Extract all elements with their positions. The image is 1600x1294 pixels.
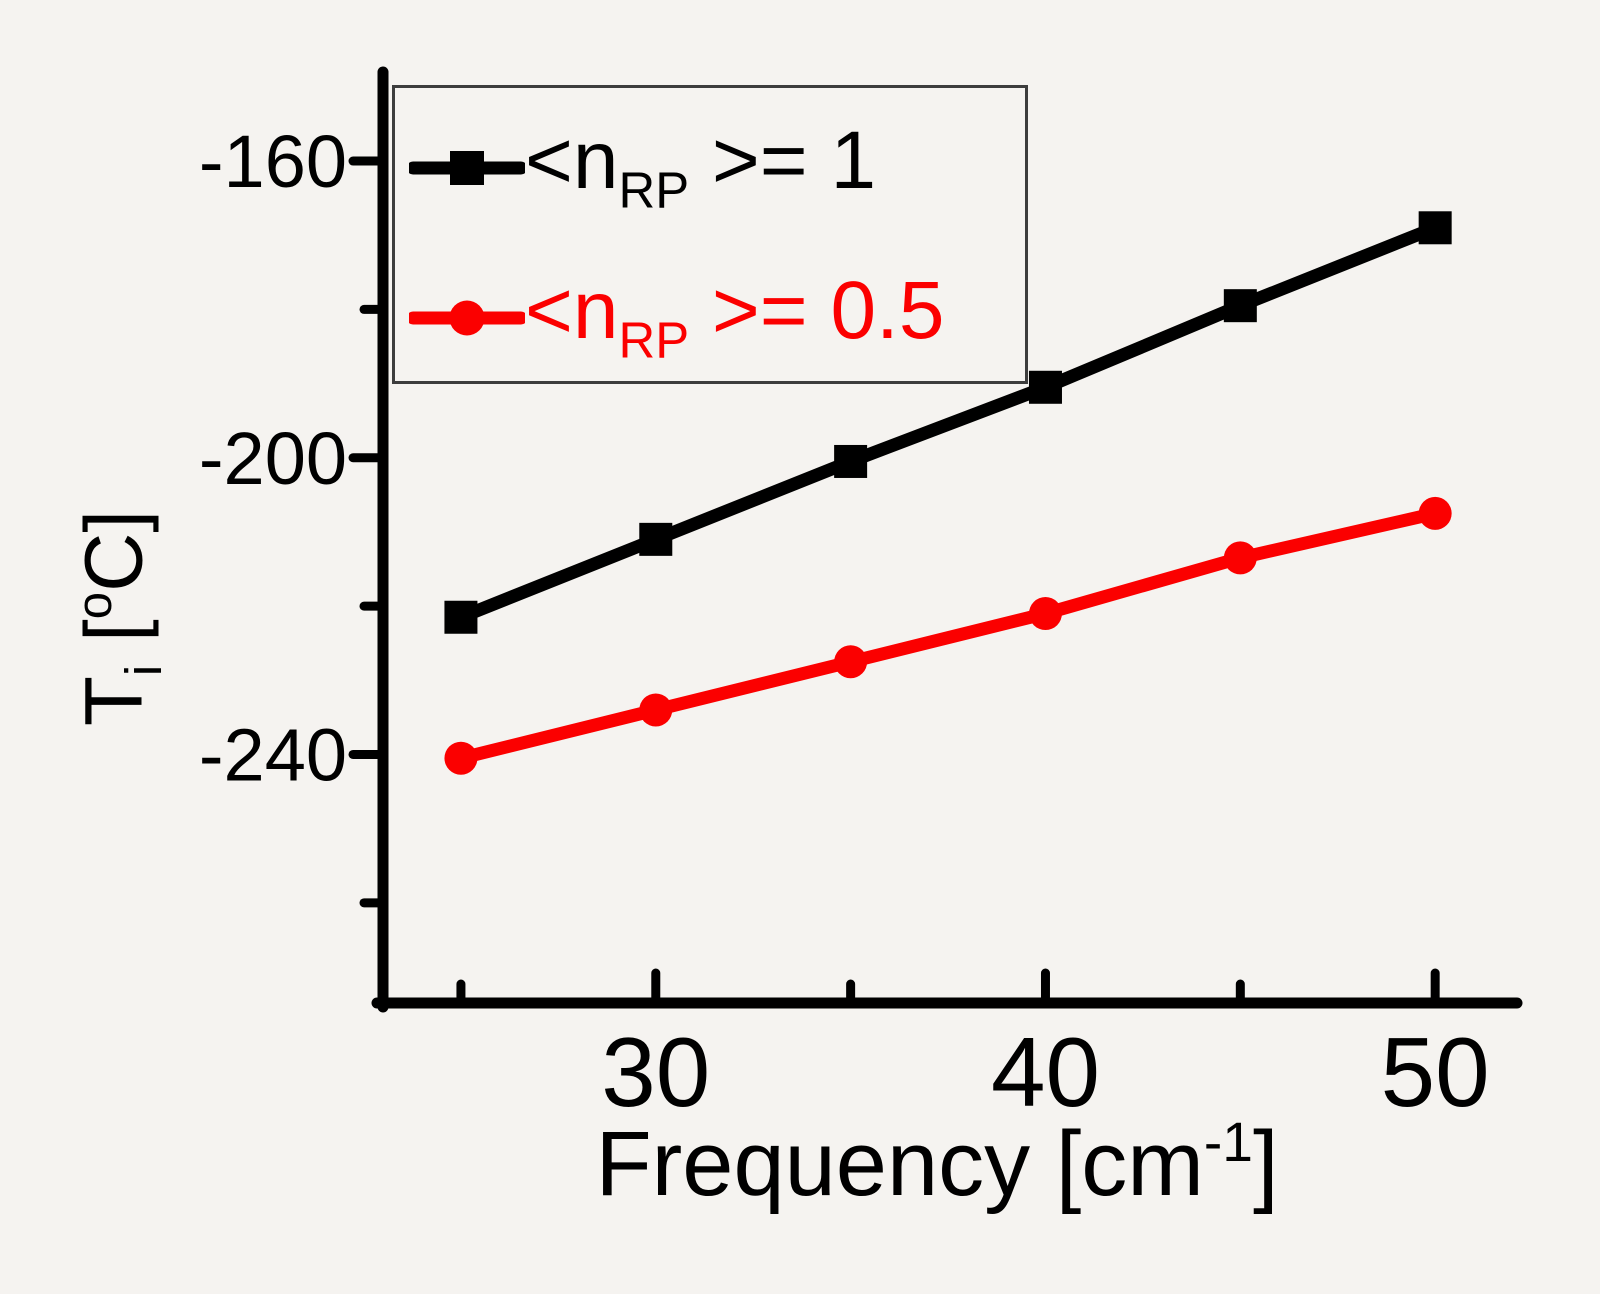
- legend-label-part: RP: [618, 311, 690, 369]
- legend-label-part: >= 0.5: [689, 264, 945, 356]
- y-tick-label: -160: [199, 120, 347, 203]
- legend-entry-label: <nRP >= 0.5: [525, 269, 944, 369]
- legend-circle-marker-icon: [409, 300, 525, 336]
- data-point-circle-marker: [1028, 597, 1062, 631]
- legend-label-part: <n: [525, 114, 619, 206]
- data-point-circle-marker: [834, 645, 868, 679]
- x-axis-title: Frequency [cm-1]: [595, 1112, 1278, 1215]
- y-tick-label: -240: [199, 713, 347, 796]
- x-tick-label: 30: [601, 1017, 710, 1127]
- x-tick-label: 40: [991, 1017, 1100, 1127]
- series-line-0: [458, 221, 1438, 624]
- legend: <nRP >= 1 <nRP >= 0.5: [392, 85, 1028, 384]
- x-axis-title-superscript: -1: [1203, 1111, 1253, 1173]
- data-point-circle-marker: [639, 693, 673, 727]
- data-point-circle-marker: [1418, 496, 1452, 530]
- legend-label-part: >= 1: [689, 114, 877, 206]
- x-tick-label: 50: [1381, 1017, 1490, 1127]
- legend-square-marker-icon: [409, 151, 525, 185]
- x-axis-title-text: Frequency [cm: [595, 1113, 1204, 1216]
- data-point-circle-marker: [444, 741, 478, 775]
- legend-entry-0: <nRP >= 1: [409, 93, 1025, 243]
- data-point-square-marker: [444, 600, 478, 634]
- y-axis-title-bracket: [: [68, 619, 160, 665]
- y-axis-title-text: T: [68, 676, 160, 727]
- legend-label-part: <n: [525, 264, 619, 356]
- series-line-1: [459, 507, 1437, 765]
- legend-circle-glyph: [449, 300, 485, 336]
- y-axis-title: Ti [oC]: [67, 509, 172, 727]
- y-tick-label: -200: [199, 417, 347, 500]
- y-axis-title-degree: o: [67, 591, 123, 620]
- data-point-square-marker: [639, 522, 673, 556]
- data-point-square-marker: [1028, 370, 1062, 404]
- legend-entry-1: <nRP >= 0.5: [409, 243, 1025, 393]
- legend-square-glyph: [450, 151, 484, 185]
- y-axis-title-subscript: i: [114, 664, 172, 677]
- legend-label-part: RP: [618, 161, 690, 219]
- data-point-circle-marker: [1223, 541, 1257, 575]
- x-axis-title-bracket: ]: [1252, 1113, 1279, 1216]
- y-axis-title-unit: C]: [68, 509, 160, 592]
- data-point-square-marker: [1223, 289, 1257, 323]
- data-point-square-marker: [1418, 211, 1452, 245]
- data-point-square-marker: [834, 444, 868, 478]
- legend-entry-label: <nRP >= 1: [525, 119, 876, 219]
